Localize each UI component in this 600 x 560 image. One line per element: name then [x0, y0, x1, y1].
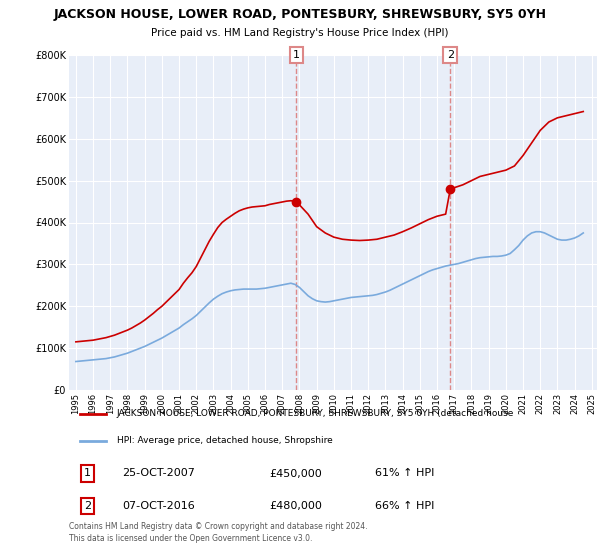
- Text: 1: 1: [84, 469, 91, 478]
- Text: Contains HM Land Registry data © Crown copyright and database right 2024.
This d: Contains HM Land Registry data © Crown c…: [69, 522, 367, 543]
- Text: 61% ↑ HPI: 61% ↑ HPI: [375, 469, 434, 478]
- Text: JACKSON HOUSE, LOWER ROAD, PONTESBURY, SHREWSBURY, SY5 0YH: JACKSON HOUSE, LOWER ROAD, PONTESBURY, S…: [53, 8, 547, 21]
- Text: Price paid vs. HM Land Registry's House Price Index (HPI): Price paid vs. HM Land Registry's House …: [151, 28, 449, 38]
- Text: HPI: Average price, detached house, Shropshire: HPI: Average price, detached house, Shro…: [116, 436, 332, 445]
- Text: JACKSON HOUSE, LOWER ROAD, PONTESBURY, SHREWSBURY, SY5 0YH (detached house: JACKSON HOUSE, LOWER ROAD, PONTESBURY, S…: [116, 409, 514, 418]
- Text: 07-OCT-2016: 07-OCT-2016: [122, 501, 194, 511]
- Text: £450,000: £450,000: [269, 469, 322, 478]
- Text: 2: 2: [84, 501, 91, 511]
- Text: 25-OCT-2007: 25-OCT-2007: [122, 469, 194, 478]
- Text: 1: 1: [293, 50, 300, 60]
- Text: 2: 2: [447, 50, 454, 60]
- Text: £480,000: £480,000: [269, 501, 323, 511]
- Text: 66% ↑ HPI: 66% ↑ HPI: [375, 501, 434, 511]
